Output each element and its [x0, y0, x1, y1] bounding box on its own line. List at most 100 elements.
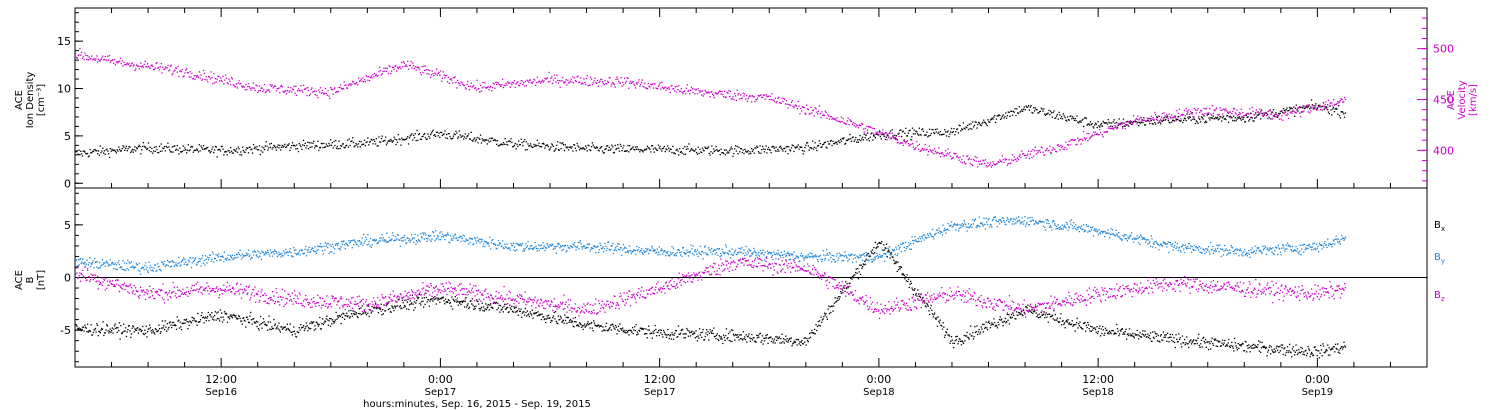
- bx-point: [1337, 351, 1339, 353]
- density-point: [1093, 127, 1095, 129]
- velocity-point: [1104, 131, 1106, 133]
- density-point: [585, 147, 588, 149]
- velocity-point: [525, 85, 527, 87]
- velocity-point: [397, 68, 399, 70]
- bx-point: [295, 336, 298, 338]
- bx-point: [1242, 343, 1244, 345]
- velocity-point: [297, 88, 300, 90]
- bx-point: [445, 301, 447, 303]
- bx-point: [1181, 346, 1183, 348]
- bx-point: [791, 345, 793, 347]
- velocity-point: [896, 142, 898, 144]
- bx-point: [1062, 320, 1064, 322]
- density-point: [736, 145, 738, 148]
- density-point: [533, 143, 535, 146]
- velocity-point: [760, 94, 762, 96]
- bx-point: [798, 343, 800, 345]
- density-point: [1260, 109, 1263, 111]
- density-point: [559, 142, 561, 144]
- by-point: [86, 259, 88, 261]
- density-point: [662, 147, 665, 149]
- velocity-point: [152, 68, 155, 71]
- density-point: [247, 152, 250, 154]
- bx-point: [372, 307, 375, 309]
- bx-point: [979, 331, 982, 333]
- velocity-point: [841, 121, 843, 123]
- density-point: [1163, 117, 1165, 119]
- velocity-point: [712, 95, 715, 97]
- density-point: [1032, 112, 1034, 114]
- velocity-point: [1132, 123, 1134, 125]
- density-point: [752, 149, 754, 151]
- bx-point: [823, 316, 825, 318]
- velocity-point: [975, 160, 977, 162]
- bx-point: [974, 326, 976, 328]
- bx-point: [810, 332, 812, 334]
- density-point: [75, 151, 78, 153]
- velocity-point: [1313, 107, 1315, 109]
- density-point: [610, 148, 612, 150]
- velocity-point: [285, 90, 287, 92]
- velocity-point: [324, 92, 326, 94]
- velocity-point: [543, 80, 545, 82]
- density-point: [754, 147, 756, 149]
- bx-point: [767, 342, 769, 344]
- density-point: [1162, 119, 1164, 121]
- by-point: [120, 266, 122, 268]
- velocity-point: [1282, 119, 1284, 121]
- velocity-point: [330, 88, 333, 90]
- by-point: [76, 267, 78, 269]
- density-point: [374, 143, 377, 145]
- bx-point: [1306, 354, 1308, 357]
- bx-point: [1001, 318, 1003, 320]
- bx-point: [1142, 334, 1145, 336]
- density-point: [1296, 108, 1298, 110]
- bx-point: [324, 320, 326, 322]
- velocity-point: [490, 85, 492, 88]
- velocity-point: [496, 84, 498, 86]
- bx-point: [269, 328, 271, 330]
- density-point: [1061, 115, 1063, 118]
- density-point: [475, 139, 477, 141]
- velocity-point: [521, 80, 523, 82]
- bx-point: [511, 310, 514, 312]
- velocity-point: [1128, 121, 1131, 123]
- bx-point: [86, 330, 88, 333]
- density-point: [940, 134, 942, 136]
- bx-point: [282, 327, 284, 329]
- bx-point: [310, 321, 312, 323]
- bx-point: [132, 326, 135, 328]
- bx-point: [1063, 322, 1066, 324]
- density-point: [942, 133, 944, 135]
- density-point: [263, 147, 265, 149]
- bx-point: [412, 303, 414, 305]
- velocity-point: [223, 83, 225, 85]
- density-point: [1218, 118, 1220, 120]
- velocity-point: [258, 85, 261, 87]
- velocity-point: [1111, 127, 1113, 129]
- bx-point: [206, 317, 208, 319]
- density-point: [261, 146, 263, 148]
- velocity-point: [974, 156, 976, 158]
- velocity-point: [497, 82, 499, 84]
- density-point: [294, 145, 296, 147]
- velocity-point: [1170, 117, 1172, 119]
- density-point: [493, 139, 495, 141]
- density-point: [91, 150, 94, 153]
- density-point: [586, 150, 588, 152]
- velocity-point: [750, 95, 752, 97]
- velocity-point: [407, 60, 409, 62]
- velocity-point: [115, 61, 117, 63]
- bx-point: [843, 287, 845, 289]
- density-point: [590, 146, 593, 148]
- velocity-point: [328, 95, 330, 97]
- density-point: [1091, 123, 1093, 125]
- velocity-point: [889, 132, 891, 135]
- bx-point: [306, 325, 308, 327]
- bx-point: [499, 311, 501, 313]
- velocity-point: [1234, 112, 1236, 114]
- density-point: [1040, 107, 1042, 109]
- velocity-point: [642, 85, 644, 88]
- density-point: [1216, 117, 1218, 120]
- velocity-point: [880, 134, 882, 136]
